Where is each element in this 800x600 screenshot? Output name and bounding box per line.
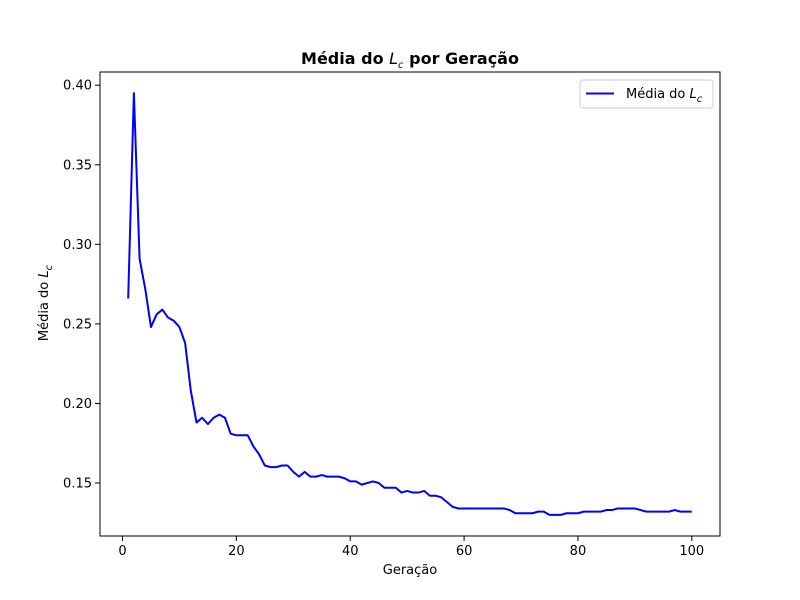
plot-area: 0 20 40 60 80 100 0.15 0.20 0.25 0.30 0.35 0.40 xyxy=(63,71,721,559)
x-tick-label: 40 xyxy=(342,544,359,559)
legend-box xyxy=(579,79,714,109)
x-tick-label: 20 xyxy=(228,544,245,559)
y-tick-label: 0.25 xyxy=(63,317,92,332)
y-axis-label: Média do Lc xyxy=(37,264,55,341)
x-tick-label: 80 xyxy=(570,544,587,559)
axes-frame xyxy=(99,71,721,537)
x-tick-label: 0 xyxy=(118,544,126,559)
x-axis-label: Geração xyxy=(383,563,437,578)
series-line-0 xyxy=(127,92,692,516)
y-tick-label: 0.20 xyxy=(63,397,92,412)
chart-title: Média do Lc por Geração xyxy=(301,49,519,71)
y-tick-label: 0.35 xyxy=(63,158,92,173)
y-tick-label: 0.40 xyxy=(63,79,92,94)
legend-label: Média do Lc xyxy=(626,87,703,105)
legend: Média do Lc xyxy=(579,79,714,109)
x-tick-label: 60 xyxy=(456,544,473,559)
y-tick-label: 0.15 xyxy=(63,477,92,492)
x-tick-label: 100 xyxy=(679,544,704,559)
y-tick-label: 0.30 xyxy=(63,238,92,253)
